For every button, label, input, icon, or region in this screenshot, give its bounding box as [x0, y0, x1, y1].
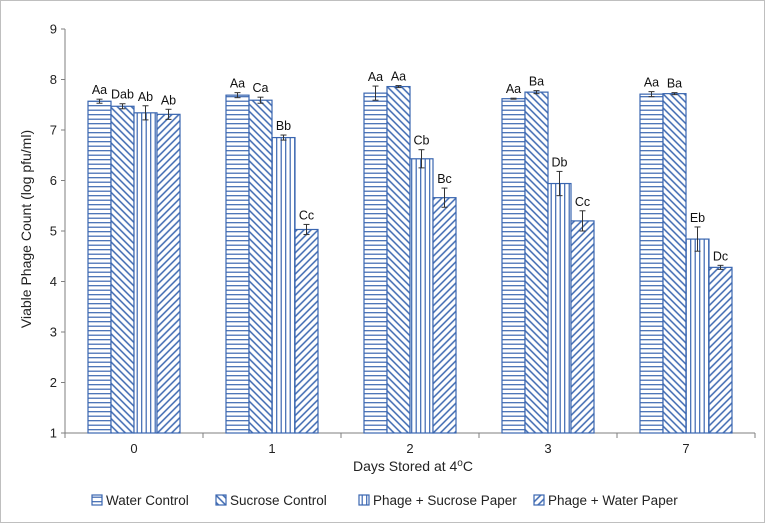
x-tick-label: 7 [682, 441, 689, 456]
significance-label: Bc [437, 172, 452, 186]
significance-label: Ba [667, 77, 682, 91]
bar [685, 238, 710, 434]
significance-label: Eb [690, 211, 705, 225]
significance-label: Ab [161, 93, 176, 107]
significance-label: Ba [529, 75, 544, 89]
legend-label: Phage + Water Paper [548, 493, 678, 508]
significance-label: Cb [414, 134, 430, 148]
x-tick-label: 3 [544, 441, 551, 456]
bar [156, 113, 181, 434]
legend-swatch [215, 494, 227, 506]
bar [87, 100, 112, 434]
bar [639, 93, 664, 434]
y-tick-label: 6 [50, 173, 57, 188]
bar [501, 98, 526, 434]
significance-label: Ca [253, 81, 269, 95]
significance-label: Aa [391, 70, 406, 84]
significance-label: Dc [713, 249, 728, 263]
y-tick-label: 2 [50, 375, 57, 390]
significance-label: Ab [138, 90, 153, 104]
legend-swatch [533, 494, 545, 506]
bar [662, 93, 687, 434]
x-axis-title: Days Stored at 4oC [353, 458, 473, 474]
significance-label: Db [552, 155, 568, 169]
legend-label: Phage + Sucrose Paper [373, 493, 517, 508]
x-tick-label: 2 [406, 441, 413, 456]
significance-label: Aa [230, 77, 245, 91]
bar [708, 266, 733, 434]
y-tick-label: 9 [50, 22, 57, 37]
y-tick-label: 8 [50, 72, 57, 87]
bar [225, 94, 250, 434]
y-axis-title: Viable Phage Count (log pfu/ml) [18, 130, 34, 328]
x-axis-title-suffix: C [463, 458, 473, 474]
bar [524, 91, 549, 434]
legend-swatch [358, 494, 370, 506]
legend-label: Sucrose Control [230, 493, 327, 508]
legend-swatch [91, 494, 103, 506]
significance-label: Aa [368, 70, 383, 84]
legend-label: Water Control [106, 493, 189, 508]
bar [547, 182, 572, 434]
x-tick-label: 1 [268, 441, 275, 456]
significance-label: Aa [506, 82, 521, 96]
significance-label: Bb [276, 119, 291, 133]
y-tick-label: 5 [50, 224, 57, 239]
bar [363, 92, 388, 434]
significance-label: Aa [92, 83, 107, 97]
bar [432, 197, 457, 434]
bar [409, 158, 434, 434]
significance-label: Dab [111, 88, 134, 102]
x-axis-title-main: Days Stored at 4 [353, 458, 457, 474]
bar [133, 112, 158, 434]
y-tick-label: 7 [50, 123, 57, 138]
bar [386, 85, 411, 434]
y-tick-label: 3 [50, 325, 57, 340]
legend: Water Control Sucrose Control Phage + Sucr… [91, 493, 678, 508]
significance-label: Cc [299, 208, 314, 222]
y-tick-label: 1 [50, 426, 57, 441]
significance-label: Aa [644, 76, 659, 90]
y-tick-label: 4 [50, 274, 57, 289]
bar [110, 105, 135, 434]
x-axis-title-sup: o [457, 458, 463, 469]
bar [570, 220, 595, 434]
significance-label: Cc [575, 195, 590, 209]
x-tick-label: 0 [130, 441, 137, 456]
bar [294, 228, 319, 434]
bar [271, 136, 296, 434]
bar [248, 99, 273, 434]
